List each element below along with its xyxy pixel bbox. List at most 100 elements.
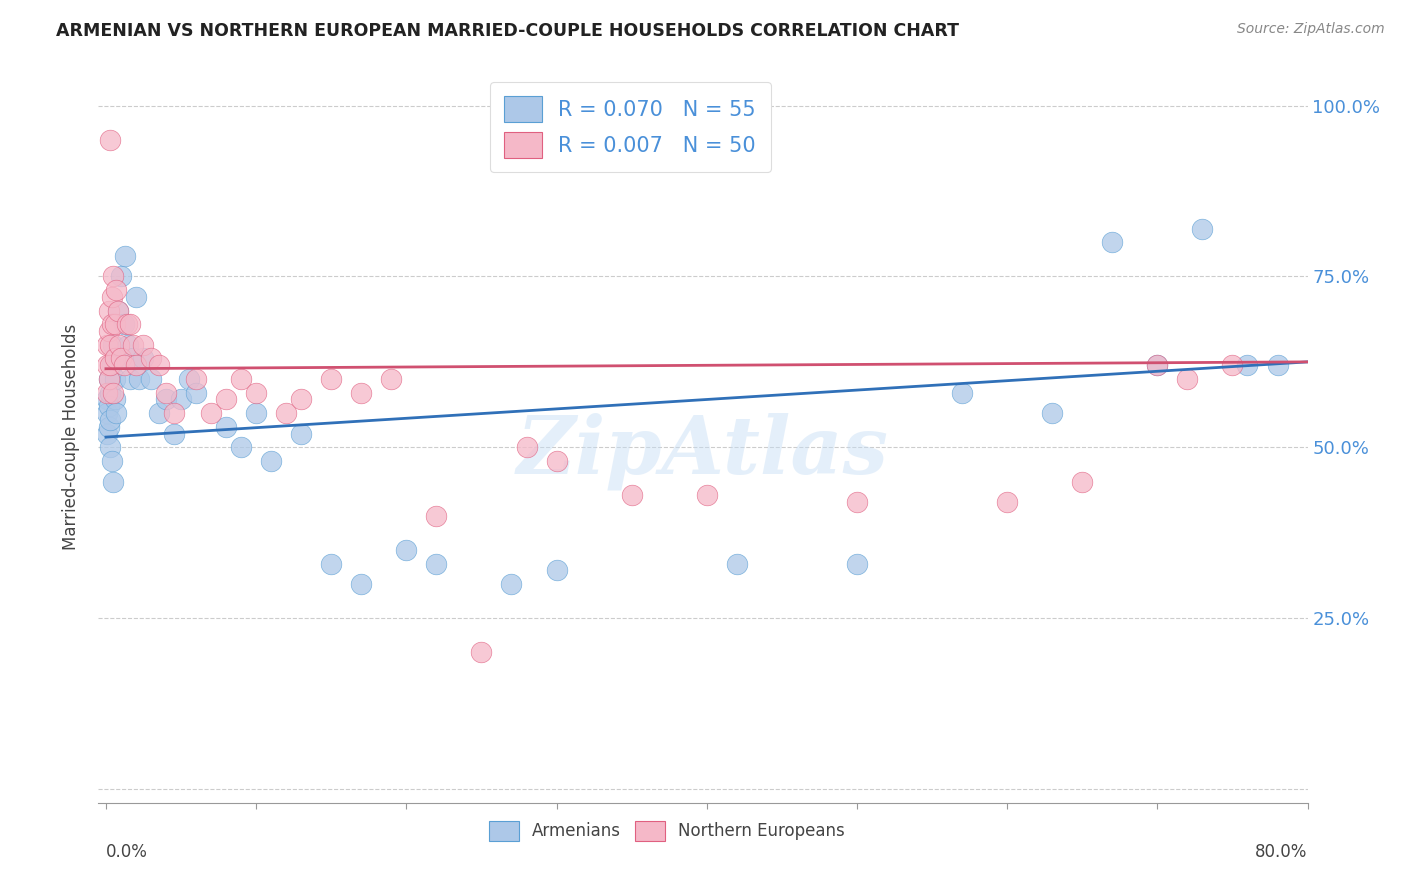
Point (290, 426, 312, 441)
Point (118, 372, 141, 386)
Text: ARMENIAN VS NORTHERN EUROPEAN MARRIED-COUPLE HOUSEHOLDS CORRELATION CHART: ARMENIAN VS NORTHERN EUROPEAN MARRIED-CO… (56, 22, 959, 40)
Point (125, 290, 148, 304)
Point (101, 290, 124, 304)
Point (1191, 221, 1213, 235)
Point (101, 454, 124, 468)
Point (995, 495, 1018, 509)
Point (97, 303, 120, 318)
Point (112, 359, 135, 373)
Point (846, 557, 869, 571)
Point (546, 563, 568, 577)
Point (132, 351, 155, 366)
Point (96, 359, 118, 373)
Point (321, 557, 343, 571)
Point (139, 372, 162, 386)
Point (1222, 359, 1244, 373)
Legend: Armenians, Northern Europeans: Armenians, Northern Europeans (481, 813, 853, 849)
Point (184, 385, 207, 400)
Point (128, 372, 150, 386)
Point (148, 359, 170, 373)
Point (100, 440, 122, 454)
Point (97, 400, 120, 414)
Text: ZipAtlas: ZipAtlas (517, 413, 889, 491)
Point (96, 406, 118, 420)
Point (107, 303, 129, 318)
Point (96, 426, 118, 441)
Point (104, 318, 127, 332)
Point (229, 372, 252, 386)
Y-axis label: Married-couple Households: Married-couple Households (62, 324, 80, 550)
Point (148, 406, 170, 420)
Point (104, 372, 127, 386)
Point (122, 351, 145, 366)
Point (350, 577, 373, 591)
Point (114, 249, 136, 263)
Point (162, 406, 184, 420)
Point (350, 385, 373, 400)
Point (170, 392, 193, 407)
Point (515, 440, 537, 454)
Point (103, 338, 125, 352)
Point (245, 385, 267, 400)
Point (290, 392, 312, 407)
Point (108, 338, 131, 352)
Point (108, 351, 131, 366)
Point (425, 508, 447, 523)
Point (1177, 372, 1199, 386)
Point (104, 351, 127, 366)
Point (1267, 359, 1289, 373)
Point (117, 338, 139, 352)
Point (155, 385, 177, 400)
Point (184, 372, 207, 386)
Point (96, 385, 118, 400)
Point (725, 557, 748, 571)
Point (501, 577, 523, 591)
Point (470, 645, 492, 659)
Point (97, 324, 120, 338)
Point (101, 318, 124, 332)
Point (103, 475, 125, 489)
Point (425, 557, 447, 571)
Point (395, 542, 418, 557)
Point (1146, 359, 1168, 373)
Text: 80.0%: 80.0% (1256, 843, 1308, 861)
Point (620, 488, 643, 502)
Point (215, 420, 238, 434)
Point (96, 338, 118, 352)
Point (321, 372, 343, 386)
Point (105, 406, 128, 420)
Point (1071, 475, 1094, 489)
Point (105, 283, 128, 297)
Point (96, 392, 118, 407)
Point (97, 372, 120, 386)
Point (1040, 406, 1063, 420)
Point (229, 440, 252, 454)
Point (100, 338, 122, 352)
Point (200, 406, 222, 420)
Point (276, 406, 298, 420)
Point (100, 133, 122, 147)
Point (103, 385, 125, 400)
Point (97, 420, 120, 434)
Point (104, 392, 127, 407)
Point (1236, 359, 1258, 373)
Point (162, 426, 184, 441)
Point (110, 269, 132, 284)
Point (112, 318, 135, 332)
Point (97, 372, 120, 386)
Text: 0.0%: 0.0% (105, 843, 148, 861)
Point (215, 392, 238, 407)
Point (260, 454, 283, 468)
Point (380, 372, 402, 386)
Point (696, 488, 718, 502)
Point (1146, 359, 1168, 373)
Text: Source: ZipAtlas.com: Source: ZipAtlas.com (1237, 22, 1385, 37)
Point (100, 413, 122, 427)
Point (100, 385, 122, 400)
Point (139, 351, 162, 366)
Point (118, 318, 141, 332)
Point (101, 359, 124, 373)
Point (846, 495, 869, 509)
Point (1101, 235, 1123, 250)
Point (950, 385, 973, 400)
